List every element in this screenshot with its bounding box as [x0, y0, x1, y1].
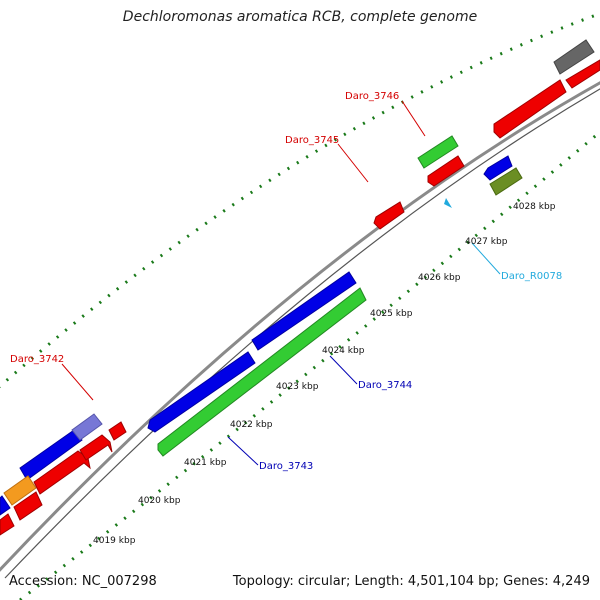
tick-label: 4027 kbp	[465, 237, 508, 247]
gene-red-small-left[interactable]	[108, 421, 127, 441]
label-daro-3743[interactable]: Daro_3743	[259, 461, 313, 472]
gene-red-left-4[interactable]	[0, 513, 15, 536]
label-daro-3746[interactable]: Daro_3746	[345, 91, 399, 102]
gene-olive[interactable]	[489, 167, 523, 196]
gene-green-daro-3744[interactable]	[157, 287, 367, 457]
tick-label: 4022 kbp	[230, 420, 273, 430]
gene-red-daro-3745[interactable]	[373, 201, 405, 230]
gene-orange[interactable]	[3, 475, 37, 506]
backbone-line-inner	[4, 88, 600, 579]
label-daro-r0078[interactable]: Daro_R0078	[501, 271, 562, 282]
tick-label: 4024 kbp	[322, 346, 365, 356]
backbone-line-outer	[0, 81, 600, 572]
leader-daro-3745	[337, 143, 369, 183]
map-title: Dechloromonas aromatica RCB, complete ge…	[122, 9, 478, 25]
tick-label: 4025 kbp	[370, 309, 413, 319]
inner-dotted-track	[19, 130, 600, 600]
gene-red-daro-3746[interactable]	[427, 155, 465, 187]
gene-blue-right[interactable]	[483, 155, 513, 181]
leader-daro-3742	[61, 363, 94, 401]
gene-gray[interactable]	[553, 39, 595, 75]
leader-daro-r0078	[471, 242, 501, 275]
gene-blue-daro-3743[interactable]	[147, 271, 357, 433]
gene-red-left-2[interactable]	[79, 434, 113, 461]
gene-red-right-1[interactable]	[493, 79, 567, 139]
tick-label: 4023 kbp	[276, 382, 319, 392]
gene-red-right-2[interactable]	[565, 59, 600, 89]
accession-text: Accession: NC_007298	[9, 574, 157, 589]
leader-daro-3744	[329, 355, 358, 385]
tick-label: 4020 kbp	[138, 496, 181, 506]
label-daro-3742[interactable]: Daro_3742	[10, 354, 64, 365]
label-daro-3745[interactable]: Daro_3745	[285, 135, 339, 146]
leader-daro-3743	[227, 436, 259, 466]
gene-red-left-3[interactable]	[13, 491, 43, 521]
gene-green-daro-3746[interactable]	[417, 135, 459, 169]
trna-daro-r0078[interactable]	[444, 198, 452, 208]
label-daro-3744[interactable]: Daro_3744	[358, 380, 412, 391]
genome-summary-text: Topology: circular; Length: 4,501,104 bp…	[232, 574, 590, 589]
gene-blue-edge[interactable]	[0, 495, 11, 516]
tick-label: 4028 kbp	[513, 202, 556, 212]
leader-daro-3746	[401, 100, 426, 137]
tick-label: 4019 kbp	[93, 536, 136, 546]
gene-purple[interactable]	[71, 413, 103, 441]
tick-label: 4021 kbp	[184, 458, 227, 468]
outer-dotted-track	[0, 12, 600, 389]
tick-label: 4026 kbp	[418, 273, 461, 283]
